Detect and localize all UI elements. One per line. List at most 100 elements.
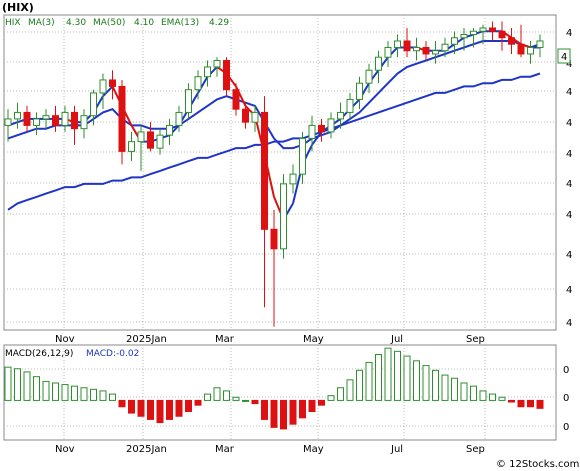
- macd-bar: [498, 396, 506, 401]
- candle-body: [327, 118, 335, 133]
- candle: [327, 112, 335, 139]
- candle: [261, 96, 268, 308]
- macd-bar: [432, 369, 439, 401]
- legend-ma50: MA(50): [93, 18, 125, 28]
- macd-axis: 0 0 0: [563, 365, 569, 433]
- macd-bar: [508, 399, 515, 403]
- candle: [308, 115, 316, 152]
- candle-body: [223, 59, 230, 91]
- legend-ma3: MA(3): [28, 18, 55, 28]
- macd-bar: [289, 399, 297, 425]
- candle: [536, 34, 544, 58]
- macd-bar: [213, 387, 221, 401]
- ema13-line: [7, 40, 541, 150]
- candle-body: [194, 76, 202, 91]
- macd-bar: [451, 377, 458, 401]
- candle: [42, 109, 50, 129]
- candle: [470, 27, 477, 48]
- candle: [175, 105, 183, 132]
- month-axis-price: Nov 2025Jan Mar May Jul Sep: [55, 334, 485, 345]
- macd-bar: [384, 347, 392, 401]
- candle: [498, 21, 506, 51]
- price-axis-label: 4: [566, 149, 572, 160]
- candle-body: [470, 30, 477, 35]
- month-label: Mar: [215, 334, 235, 345]
- chart-title: (HIX): [2, 1, 34, 14]
- candle-body: [166, 124, 173, 136]
- candle: [194, 70, 202, 100]
- month-label: Jul: [390, 444, 403, 455]
- candle: [4, 109, 12, 142]
- macd-bar: [337, 387, 344, 401]
- candle: [147, 122, 154, 152]
- month-label: Nov: [55, 334, 75, 345]
- macd-bar: [536, 399, 544, 409]
- macd-bar: [318, 399, 325, 406]
- candle: [318, 118, 325, 142]
- candle-body: [356, 82, 363, 100]
- macd-bar: [308, 399, 316, 412]
- month-label: 2025Jan: [126, 444, 167, 455]
- candle-body: [432, 50, 439, 55]
- candle-body: [213, 59, 221, 68]
- candle-body: [118, 85, 126, 152]
- candle-body: [14, 111, 21, 120]
- candle-body: [4, 118, 12, 126]
- candle-body: [289, 173, 297, 185]
- macd-bar: [137, 399, 145, 417]
- candle: [479, 24, 487, 45]
- candle-body: [365, 69, 373, 84]
- candle: [204, 60, 211, 87]
- macd-bar: [175, 399, 183, 417]
- macd-bar: [327, 395, 335, 401]
- candle-body: [517, 43, 525, 55]
- candle: [527, 40, 534, 64]
- macd-bar: [394, 350, 401, 401]
- month-label: May: [303, 334, 324, 345]
- macd-bar: [460, 382, 468, 401]
- candle-body: [508, 37, 515, 45]
- macd-bar: [109, 393, 116, 401]
- price-axis-label: 4: [566, 285, 572, 296]
- candle: [128, 131, 135, 162]
- ma3-line-segment: [311, 131, 323, 146]
- macd-bar: [185, 399, 192, 412]
- candle: [489, 21, 496, 41]
- candle: [403, 27, 411, 58]
- candle-body: [441, 43, 449, 52]
- macd-bar: [403, 355, 411, 401]
- macd-axis-label: 0: [563, 393, 569, 404]
- macd-bar: [242, 399, 249, 402]
- macd-bar: [156, 399, 164, 424]
- candle: [223, 57, 230, 97]
- candle: [166, 118, 173, 145]
- candle: [71, 105, 78, 145]
- candle-body: [337, 111, 344, 120]
- macd-bar: [80, 387, 88, 401]
- candle-body: [175, 111, 183, 126]
- footer-credit: © 12Stocks.com: [496, 459, 579, 470]
- macd-bar: [356, 369, 363, 401]
- macd-legend-name: MACD(26,12,9): [5, 349, 73, 359]
- macd-bar: [52, 382, 59, 401]
- candle-body: [413, 46, 420, 52]
- candle-body: [318, 124, 325, 133]
- month-label: Nov: [55, 444, 75, 455]
- candle: [90, 89, 97, 126]
- price-axis-label: 4: [566, 318, 572, 329]
- candle: [394, 34, 401, 58]
- candle: [61, 105, 69, 132]
- candle: [365, 63, 373, 93]
- candle-body: [232, 89, 240, 110]
- macd-bar: [375, 354, 382, 401]
- candle: [52, 105, 59, 132]
- candle: [118, 79, 126, 165]
- candle-body: [308, 124, 316, 139]
- candle-body: [280, 183, 287, 250]
- candle-body: [251, 111, 259, 123]
- candle-body: [52, 115, 59, 126]
- price-axis-label: 4: [566, 87, 572, 98]
- candle-body: [61, 111, 69, 126]
- candle: [109, 70, 116, 100]
